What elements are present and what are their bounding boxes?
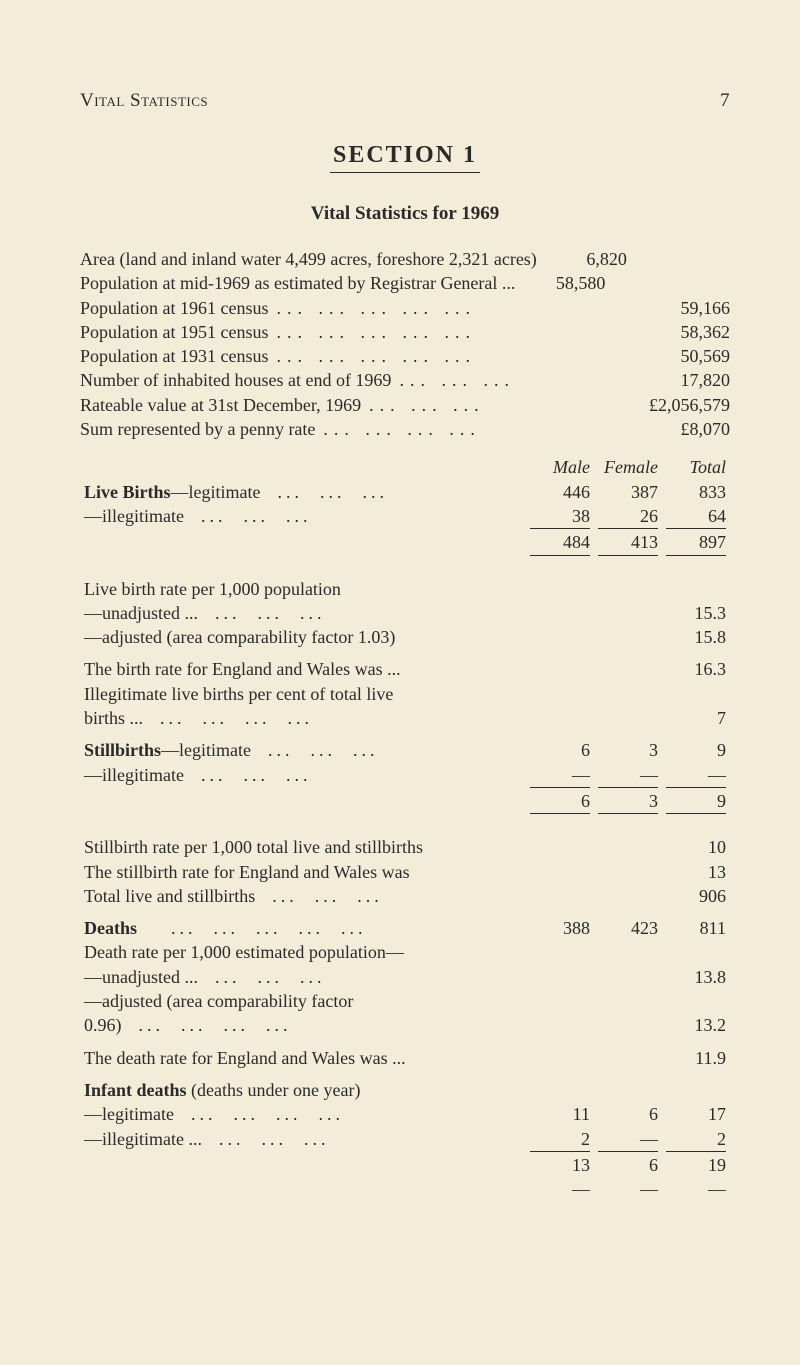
table-row: Death rate per 1,000 estimated populatio… [80,940,730,964]
running-head: Vital Statistics 7 [80,90,730,112]
table-row: —illegitimate ... ... ... ... 2 — 2 [80,1127,730,1151]
table-row: Deaths ... ... ... ... ... 388 423 811 [80,916,730,940]
table-row: 13 6 19 [80,1153,730,1177]
table-row: 0.96) ... ... ... ... 13.2 [80,1013,730,1037]
area-row: Number of inhabited houses at end of 196… [80,368,730,392]
area-row: Population at mid-1969 as estimated by R… [80,271,730,295]
table-row: births ... ... ... ... ... 7 [80,706,730,730]
table-row: Infant deaths (deaths under one year) [80,1078,730,1102]
page: Vital Statistics 7 SECTION 1 Vital Stati… [0,0,800,1241]
table-row: Live birth rate per 1,000 population [80,577,730,601]
running-title: Vital Statistics [80,90,208,112]
area-row: Population at 1951 census... ... ... ...… [80,320,730,344]
table-row: —unadjusted ... ... ... ... 13.8 [80,965,730,989]
sub-title: Vital Statistics for 1969 [80,203,730,225]
table-row: —adjusted (area comparability factor [80,989,730,1013]
table-row: The stillbirth rate for England and Wale… [80,860,730,884]
table-row: Live Births—legitimate ... ... ... 446 3… [80,480,730,504]
table-row: —illegitimate ... ... ... — — — [80,763,730,787]
table-row: —unadjusted ... ... ... ... 15.3 [80,601,730,625]
section-title: SECTION 1 [80,142,730,169]
table-row: 6 3 9 [80,789,730,813]
section-rule [330,172,480,173]
area-row: Area (land and inland water 4,499 acres,… [80,247,730,271]
table-row: —legitimate ... ... ... ... 11 6 17 [80,1102,730,1126]
table-row: 484 413 897 [80,530,730,554]
area-row: Sum represented by a penny rate... ... .… [80,417,730,441]
table-row: Stillbirth rate per 1,000 total live and… [80,835,730,859]
table-row: — — — [80,1177,730,1201]
table-row: —illegitimate ... ... ... 38 26 64 [80,504,730,528]
table-row: Stillbirths—legitimate ... ... ... 6 3 9 [80,738,730,762]
area-row: Rateable value at 31st December, 1969...… [80,393,730,417]
area-row: Population at 1931 census... ... ... ...… [80,344,730,368]
col-total: Total [662,455,730,479]
table-row: —adjusted (area comparability factor 1.0… [80,625,730,649]
area-row: Population at 1961 census... ... ... ...… [80,296,730,320]
table-row: Illegitimate live births per cent of tot… [80,682,730,706]
table-row: The birth rate for England and Wales was… [80,657,730,681]
table-row: Total live and stillbirths ... ... ...90… [80,884,730,908]
page-number: 7 [720,90,730,112]
area-block: Area (land and inland water 4,499 acres,… [80,247,730,441]
stats-table: Male Female Total Live Births—legitimate… [80,455,730,1201]
col-header-row: Male Female Total [80,455,730,479]
col-female: Female [594,455,662,479]
table-row: The death rate for England and Wales was… [80,1046,730,1070]
col-male: Male [526,455,594,479]
